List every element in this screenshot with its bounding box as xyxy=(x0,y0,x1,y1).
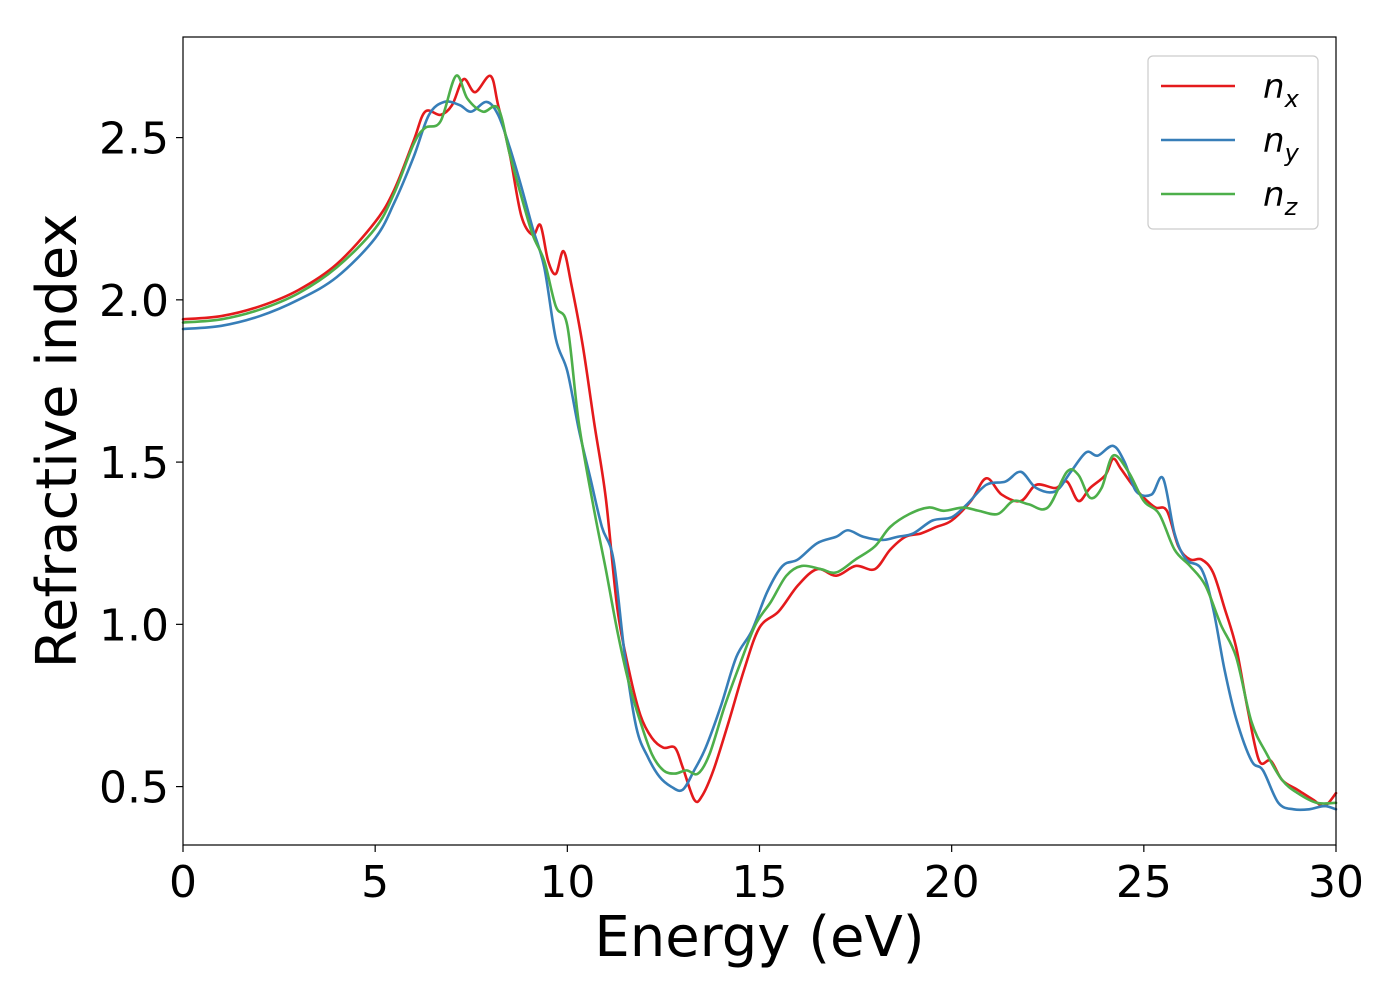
y-tick-label: 2.0 xyxy=(99,276,169,327)
series-line-ny xyxy=(181,100,1338,812)
series-layer xyxy=(181,74,1338,812)
legend-label-subscript: z xyxy=(1284,193,1299,221)
legend-label-nz: nz xyxy=(1263,175,1299,221)
y-tick-label: 1.5 xyxy=(99,438,169,489)
x-tick-label: 25 xyxy=(1116,857,1172,908)
x-tick-label: 15 xyxy=(732,857,788,908)
legend-label-subscript: y xyxy=(1284,139,1300,167)
x-axis-label: Energy (eV) xyxy=(594,905,924,970)
legend-label-subscript: x xyxy=(1284,85,1300,113)
x-tick-label: 20 xyxy=(924,857,980,908)
legend-label-nx: nx xyxy=(1263,67,1300,113)
x-tick-label: 10 xyxy=(539,857,595,908)
plot-area xyxy=(183,37,1336,845)
x-axis-ticks: 0 5 10 15 20 25 30 xyxy=(169,845,1364,908)
series-line-nz xyxy=(181,74,1338,805)
legend-label-base: n xyxy=(1263,67,1285,107)
legend-label-base: n xyxy=(1263,175,1285,215)
legend-box xyxy=(1147,55,1319,230)
y-tick-label: 1.0 xyxy=(99,600,169,651)
x-tick-label: 5 xyxy=(361,857,389,908)
legend-label-ny: ny xyxy=(1263,121,1300,167)
y-tick-label: 0.5 xyxy=(99,763,169,814)
y-axis-ticks: 0.5 1.0 1.5 2.0 2.5 xyxy=(99,114,183,814)
y-tick-label: 2.5 xyxy=(99,114,169,165)
legend-label-base: n xyxy=(1263,121,1285,161)
x-tick-label: 30 xyxy=(1308,857,1364,908)
x-tick-label: 0 xyxy=(169,857,197,908)
y-axis-label: Refractive index xyxy=(25,214,90,669)
